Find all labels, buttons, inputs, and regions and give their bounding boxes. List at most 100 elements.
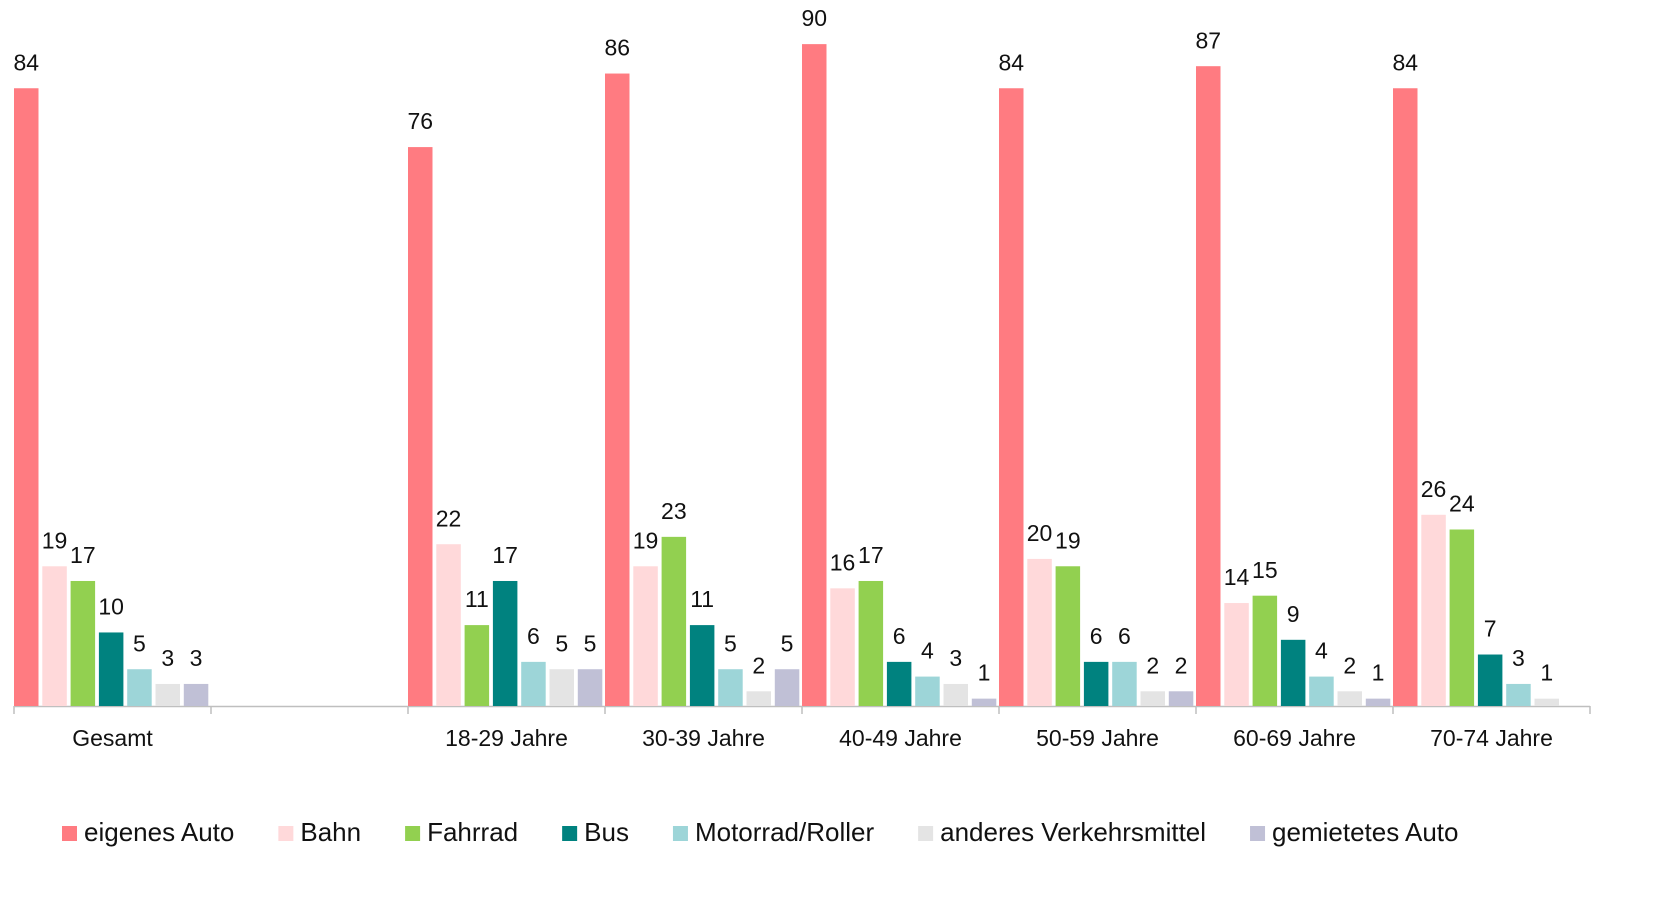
value-label: 1	[1372, 660, 1385, 686]
value-label: 4	[1315, 638, 1328, 664]
legend-label: Bahn	[300, 817, 361, 847]
value-label: 17	[492, 542, 518, 568]
value-label: 3	[1512, 645, 1525, 671]
bar	[943, 683, 968, 706]
value-label: 11	[690, 586, 714, 612]
bar	[689, 625, 715, 706]
bar	[1083, 661, 1109, 706]
bar	[70, 580, 96, 706]
bar	[605, 73, 630, 706]
value-label: 5	[133, 630, 146, 656]
value-label: 4	[921, 638, 934, 664]
legend-swatch	[62, 826, 77, 841]
bar	[1421, 514, 1446, 706]
value-label: 5	[781, 630, 794, 656]
value-label: 23	[661, 498, 687, 524]
bar	[1112, 661, 1137, 706]
bar	[492, 580, 518, 706]
value-label: 17	[70, 542, 96, 568]
value-label: 6	[527, 623, 540, 649]
legend-swatch	[405, 826, 421, 841]
bar	[1365, 698, 1391, 706]
bar	[127, 669, 152, 706]
bar	[1534, 698, 1559, 706]
bar	[521, 661, 546, 706]
bar	[1393, 88, 1418, 706]
value-label: 7	[1484, 616, 1497, 642]
value-label: 84	[998, 49, 1024, 75]
value-label: 5	[724, 630, 737, 656]
value-label: 87	[1195, 27, 1221, 53]
value-label: 84	[1392, 49, 1418, 75]
value-label: 6	[1118, 623, 1131, 649]
value-label: 2	[1175, 652, 1188, 678]
bar	[1140, 691, 1165, 706]
value-label: 84	[13, 49, 39, 75]
value-label: 1	[978, 660, 991, 686]
bar	[155, 683, 180, 706]
value-label: 10	[98, 594, 124, 620]
bar	[1196, 66, 1221, 706]
x-tick-label: Gesamt	[72, 725, 153, 751]
x-tick-label: 60-69 Jahre	[1233, 725, 1356, 751]
bar	[98, 632, 124, 706]
bar	[1506, 683, 1531, 706]
value-label: 3	[161, 645, 174, 671]
value-label: 22	[436, 505, 462, 531]
legend-label: Motorrad/Roller	[695, 817, 875, 847]
value-label: 11	[465, 586, 489, 612]
bar	[464, 625, 490, 706]
value-label: 14	[1224, 564, 1250, 590]
bar	[549, 669, 574, 706]
legend-label: gemietetes Auto	[1272, 817, 1458, 847]
bar	[577, 669, 603, 706]
value-label: 17	[858, 542, 884, 568]
value-label: 9	[1287, 601, 1300, 627]
legend-swatch	[672, 826, 688, 841]
x-tick-label: 18-29 Jahre	[445, 725, 568, 751]
legend-label: Fahrrad	[427, 817, 518, 847]
legend-label: anderes Verkehrsmittel	[940, 817, 1206, 847]
value-label: 86	[604, 35, 630, 61]
value-label: 15	[1252, 557, 1278, 583]
value-label: 3	[190, 645, 203, 671]
x-tick-label: 30-39 Jahre	[642, 725, 765, 751]
bar	[1168, 691, 1194, 706]
value-label: 24	[1449, 491, 1475, 517]
bar	[436, 544, 461, 706]
x-tick-label: 50-59 Jahre	[1036, 725, 1159, 751]
bar	[1309, 676, 1334, 706]
bar	[802, 44, 827, 706]
bar	[746, 691, 771, 706]
bar	[971, 698, 997, 706]
bar	[999, 88, 1024, 706]
bar	[1055, 566, 1081, 706]
value-label: 6	[1090, 623, 1103, 649]
bar	[1280, 639, 1306, 706]
bar	[1252, 595, 1278, 706]
value-label: 19	[42, 527, 68, 553]
bar	[661, 536, 687, 706]
value-label: 6	[893, 623, 906, 649]
bar	[1477, 654, 1503, 706]
bar	[915, 676, 940, 706]
bar	[774, 669, 800, 706]
value-label: 16	[830, 549, 856, 575]
value-label: 2	[1146, 652, 1159, 678]
bar	[408, 147, 433, 707]
bar	[858, 580, 884, 706]
value-label: 2	[752, 652, 765, 678]
legend-swatch	[562, 826, 578, 841]
bar	[1337, 691, 1362, 706]
bar	[1224, 603, 1249, 706]
bar	[633, 566, 658, 706]
x-tick-label: 70-74 Jahre	[1430, 725, 1553, 751]
value-label: 5	[584, 630, 597, 656]
legend-swatch	[278, 826, 294, 841]
bar	[886, 661, 912, 706]
value-label: 20	[1027, 520, 1053, 546]
value-label: 19	[633, 527, 659, 553]
value-label: 3	[949, 645, 962, 671]
